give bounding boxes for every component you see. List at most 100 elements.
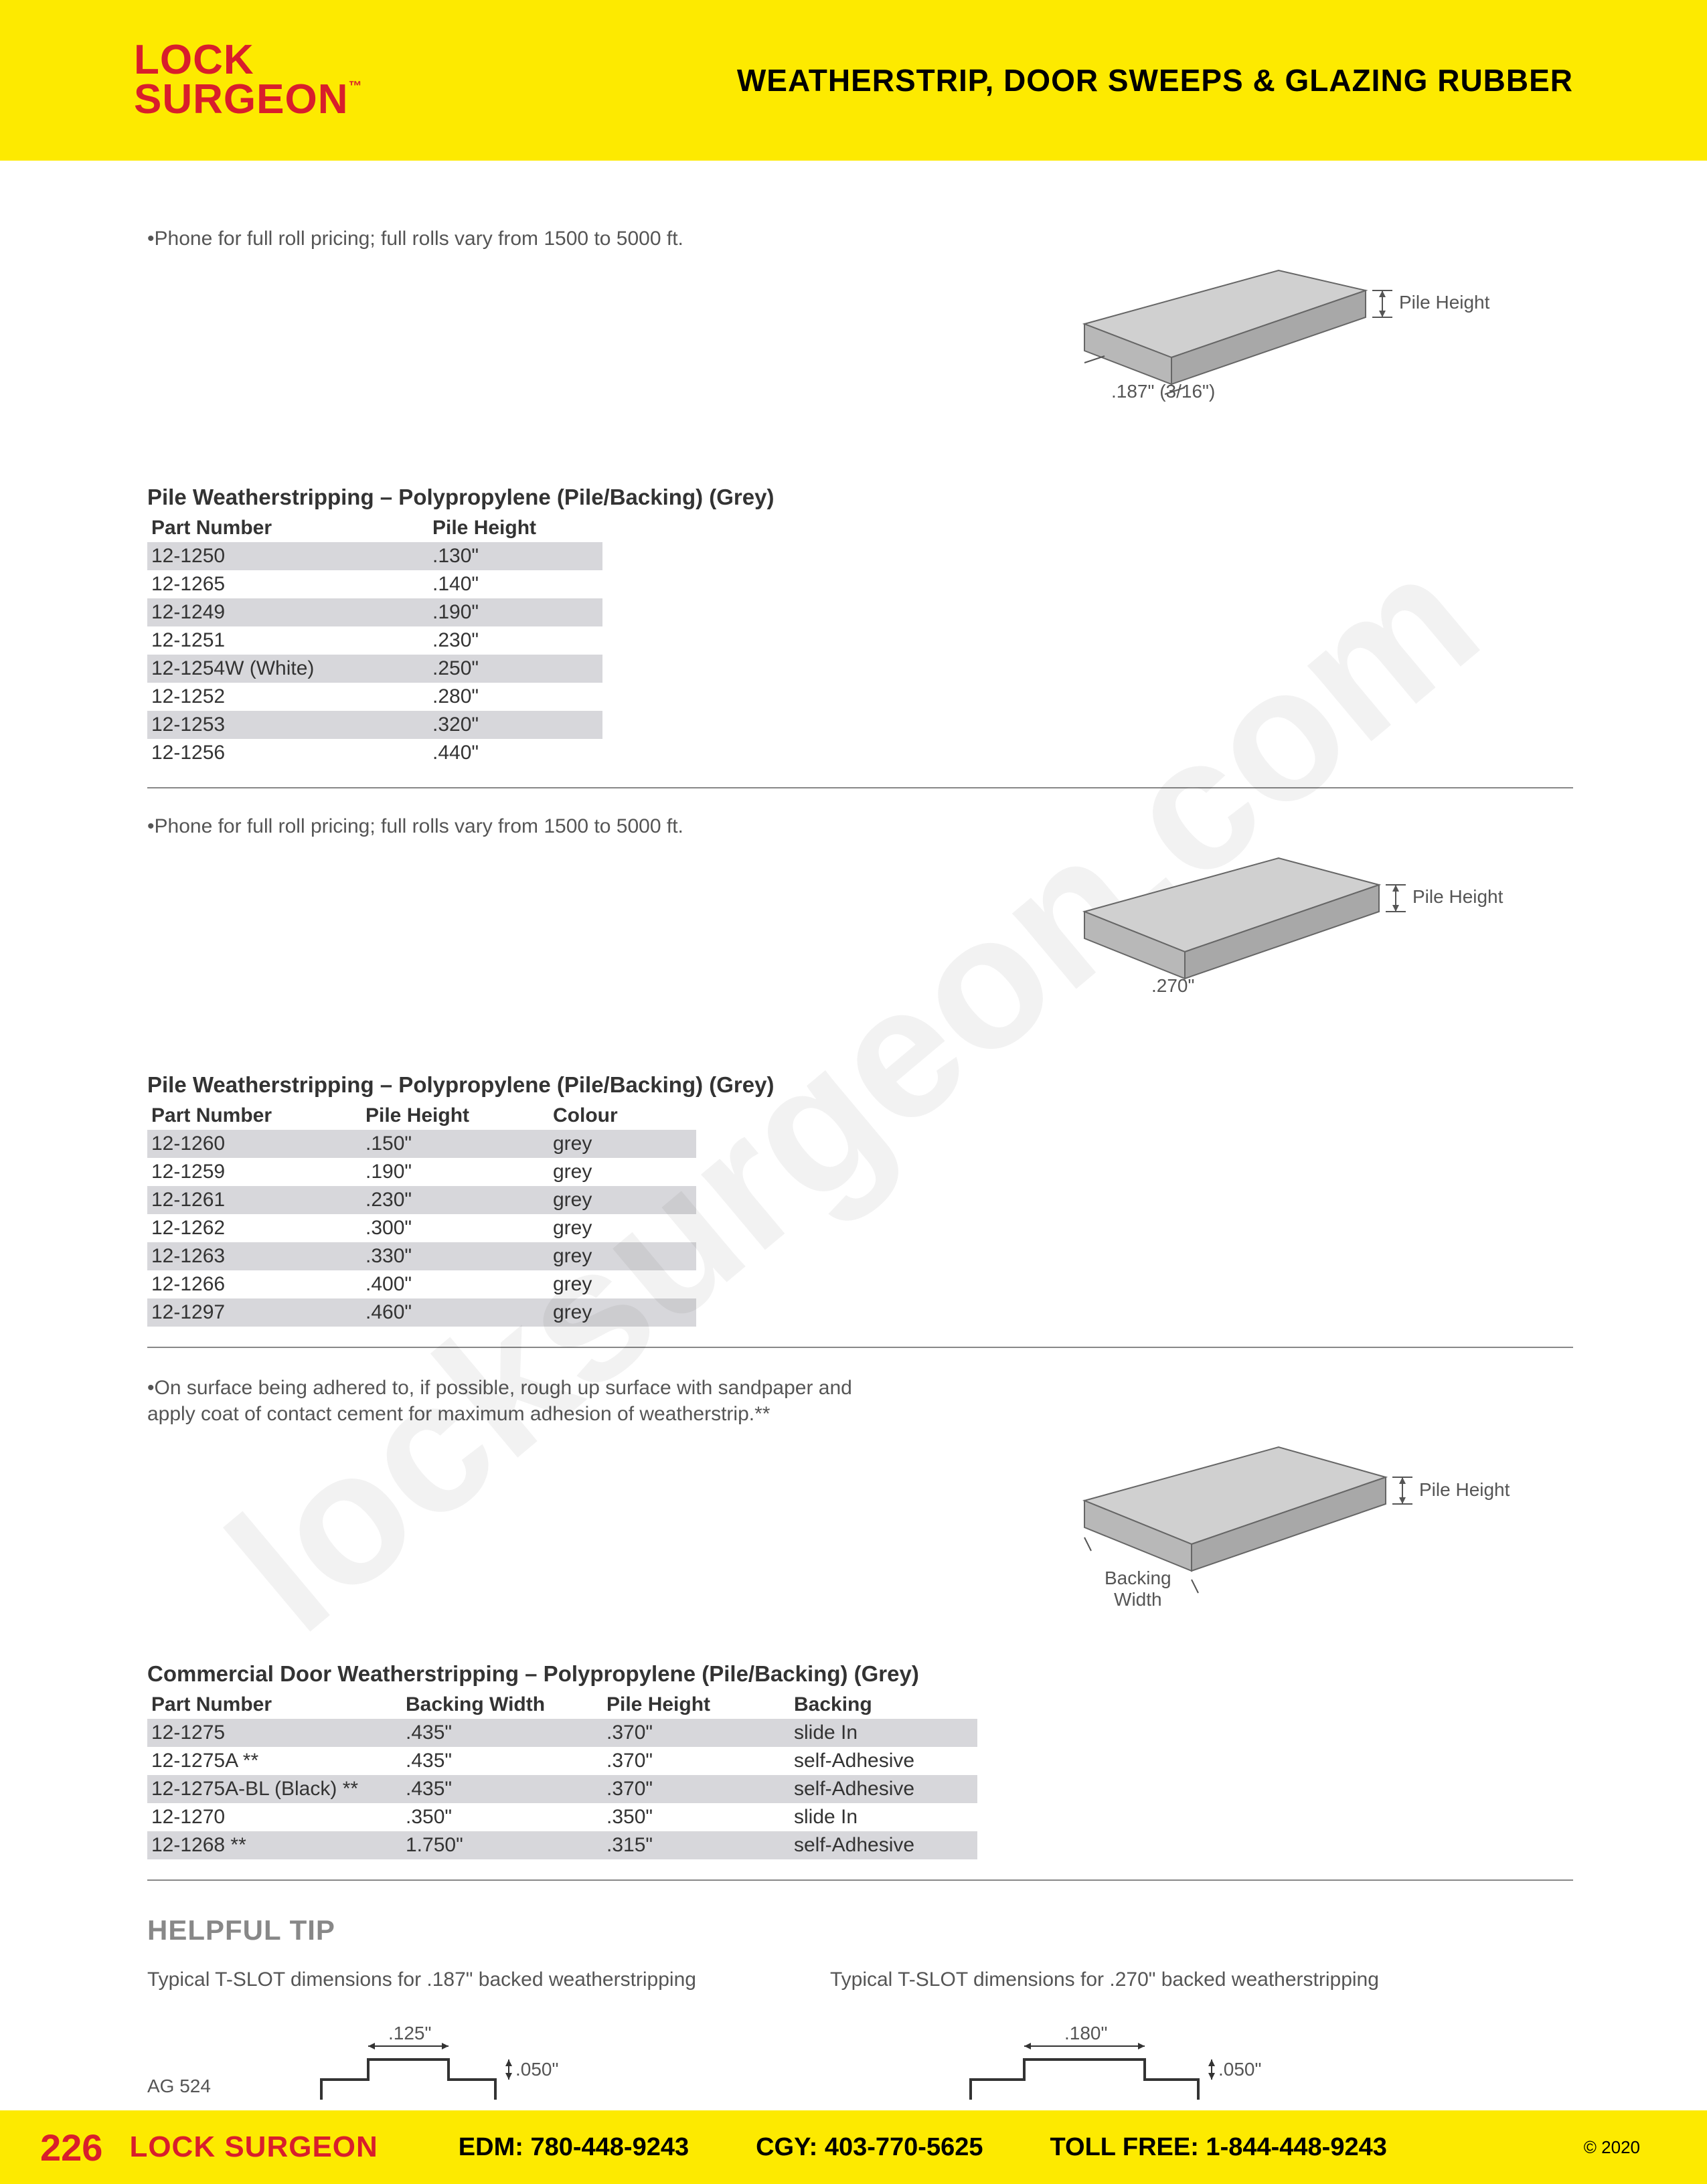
table-cell: 12-1275: [147, 1719, 402, 1747]
tip1-caption: Typical T-SLOT dimensions for .187" back…: [147, 1966, 696, 1993]
table-cell: 12-1270: [147, 1803, 402, 1831]
table-cell: .140": [428, 570, 602, 598]
logo: LOCK SURGEON™: [134, 41, 362, 120]
diagram3-backing-label: Backing Width: [1105, 1568, 1171, 1610]
table-row: 12-1250.130": [147, 542, 602, 570]
table-row: 12-1260.150"grey: [147, 1130, 696, 1158]
section3-note: •On surface being adhered to, if possibl…: [147, 1375, 884, 1427]
table-cell: 12-1253: [147, 711, 428, 739]
table-cell: grey: [549, 1158, 696, 1186]
table-cell: self-Adhesive: [790, 1775, 977, 1803]
table-cell: slide In: [790, 1719, 977, 1747]
table-row: 12-1249.190": [147, 598, 602, 626]
page-number: 226: [0, 2126, 129, 2169]
section1-diagram-row: Pile Height .187" (3/16"): [147, 244, 1573, 418]
footer-cgy: CGY: 403-770-5625: [756, 2133, 983, 2162]
footer-edm: EDM: 780-448-9243: [459, 2133, 689, 2162]
table-row: 12-1253.320": [147, 711, 602, 739]
tip2-slot-w: .180": [1064, 2023, 1107, 2043]
table-header: Part Number: [147, 1691, 402, 1719]
section2-table: Part NumberPile HeightColour12-1260.150"…: [147, 1102, 696, 1327]
table-header: Part Number: [147, 514, 428, 542]
table-cell: .435": [402, 1775, 602, 1803]
section2-diagram-row: Pile Height .270": [147, 831, 1573, 1005]
table-header: Pile Height: [602, 1691, 790, 1719]
logo-line2: SURGEON: [134, 76, 348, 122]
section2-title: Pile Weatherstripping – Polypropylene (P…: [147, 1072, 1573, 1098]
section1-divider: [147, 787, 1573, 788]
table-cell: 12-1254W (White): [147, 655, 428, 683]
table-row: 12-1297.460"grey: [147, 1298, 696, 1327]
table-cell: 12-1251: [147, 626, 428, 655]
table-row: 12-1259.190"grey: [147, 1158, 696, 1186]
helpful-tip-title: HELPFUL TIP: [147, 1914, 1573, 1946]
table-cell: .435": [402, 1719, 602, 1747]
table-row: 12-1263.330"grey: [147, 1242, 696, 1270]
table-cell: grey: [549, 1130, 696, 1158]
table-cell: .320": [428, 711, 602, 739]
content-area: •Phone for full roll pricing; full rolls…: [0, 161, 1707, 2152]
pile-diagram-1: Pile Height .187" (3/16"): [1051, 244, 1520, 418]
table-cell: .190": [361, 1158, 549, 1186]
ag-code: AG 524: [147, 2076, 211, 2097]
diagram2-pile-label: Pile Height: [1412, 886, 1503, 908]
table-row: 12-1251.230": [147, 626, 602, 655]
table-row: 12-1254W (White).250": [147, 655, 602, 683]
table-cell: slide In: [790, 1803, 977, 1831]
table-cell: .315": [602, 1831, 790, 1859]
table-cell: grey: [549, 1214, 696, 1242]
table-cell: .350": [602, 1803, 790, 1831]
table-cell: .370": [602, 1719, 790, 1747]
table-cell: .150": [361, 1130, 549, 1158]
tip2-caption: Typical T-SLOT dimensions for .270" back…: [830, 1966, 1379, 1993]
pile-diagram-2-svg: [1051, 831, 1520, 1005]
logo-tm: ™: [348, 79, 362, 94]
table-cell: .280": [428, 683, 602, 711]
table-row: 12-1275A **.435".370"self-Adhesive: [147, 1747, 977, 1775]
footer-bar: 226 LOCK SURGEON EDM: 780-448-9243 CGY: …: [0, 2110, 1707, 2184]
table-row: 12-1261.230"grey: [147, 1186, 696, 1214]
table-cell: .370": [602, 1747, 790, 1775]
table-row: 12-1265.140": [147, 570, 602, 598]
table-row: 12-1275.435".370"slide In: [147, 1719, 977, 1747]
table-header: Pile Height: [428, 514, 602, 542]
page-category-title: WEATHERSTRIP, DOOR SWEEPS & GLAZING RUBB…: [737, 62, 1573, 98]
table-cell: .440": [428, 739, 602, 767]
table-cell: .370": [602, 1775, 790, 1803]
table-row: 12-1256.440": [147, 739, 602, 767]
table-header: Colour: [549, 1102, 696, 1130]
table-header: Backing: [790, 1691, 977, 1719]
table-row: 12-1266.400"grey: [147, 1270, 696, 1298]
tip1-depth: .050": [515, 2059, 558, 2080]
table-cell: 12-1263: [147, 1242, 361, 1270]
section2-divider: [147, 1347, 1573, 1348]
table-cell: .330": [361, 1242, 549, 1270]
table-cell: 12-1268 **: [147, 1831, 402, 1859]
section3-title: Commercial Door Weatherstripping – Polyp…: [147, 1661, 1573, 1687]
table-cell: grey: [549, 1242, 696, 1270]
footer-copyright: © 2020: [1584, 2137, 1640, 2158]
table-cell: .230": [428, 626, 602, 655]
tip1-slot-w: .125": [388, 2023, 431, 2043]
table-cell: 1.750": [402, 1831, 602, 1859]
diagram1-pile-label: Pile Height: [1399, 292, 1489, 313]
table-cell: 12-1261: [147, 1186, 361, 1214]
table-cell: 12-1266: [147, 1270, 361, 1298]
header-bar: LOCK SURGEON™ WEATHERSTRIP, DOOR SWEEPS …: [0, 0, 1707, 161]
pile-diagram-2: Pile Height .270": [1051, 831, 1520, 1005]
section3-diagram-row: Pile Height Backing Width: [147, 1420, 1573, 1594]
table-cell: grey: [549, 1186, 696, 1214]
table-cell: .130": [428, 542, 602, 570]
table-cell: 12-1249: [147, 598, 428, 626]
table-cell: .435": [402, 1747, 602, 1775]
table-cell: .400": [361, 1270, 549, 1298]
table-row: 12-1275A-BL (Black) **.435".370"self-Adh…: [147, 1775, 977, 1803]
table-row: 12-1262.300"grey: [147, 1214, 696, 1242]
table-cell: .250": [428, 655, 602, 683]
table-header: Backing Width: [402, 1691, 602, 1719]
table-cell: 12-1250: [147, 542, 428, 570]
table-cell: .350": [402, 1803, 602, 1831]
table-cell: 12-1252: [147, 683, 428, 711]
pile-diagram-3: Pile Height Backing Width: [1051, 1420, 1520, 1594]
table-cell: 12-1297: [147, 1298, 361, 1327]
